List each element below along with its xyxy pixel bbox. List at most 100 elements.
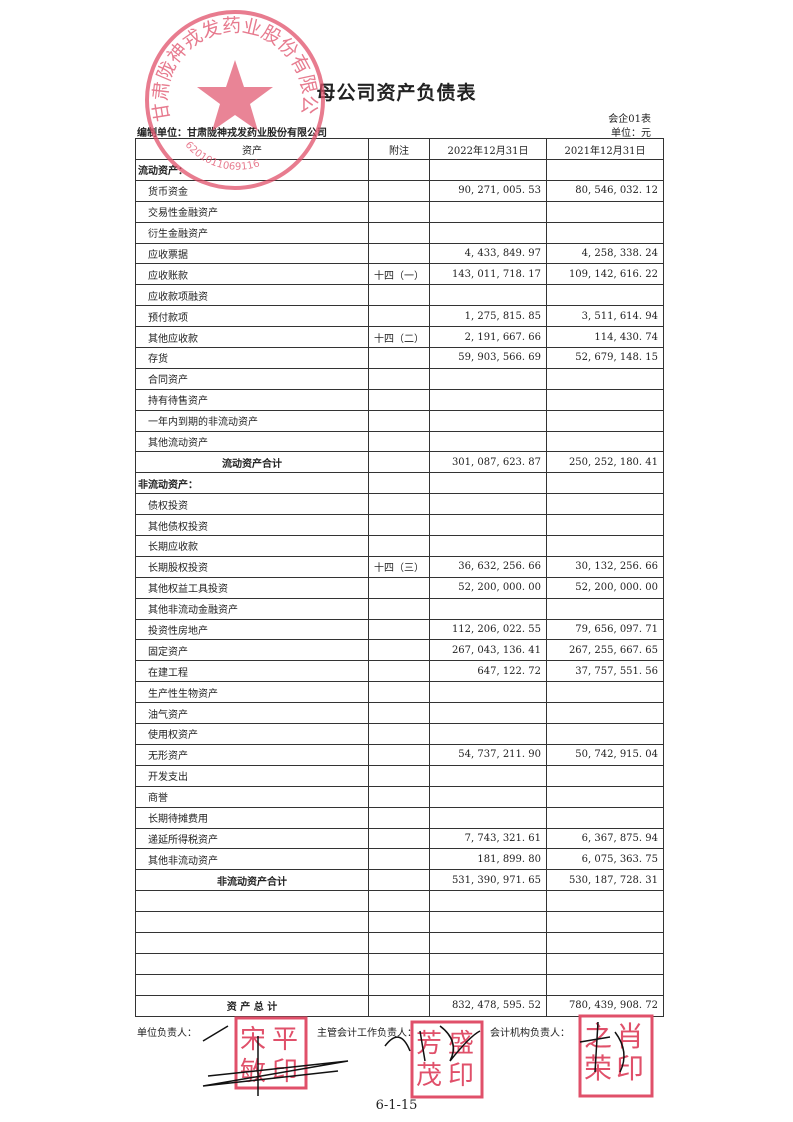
seal-character: 宋 bbox=[240, 1025, 266, 1055]
row-value-2021 bbox=[546, 284, 664, 307]
row-value-2022 bbox=[429, 702, 547, 725]
row-item: 长期待摊费用 bbox=[135, 806, 369, 829]
row-value-2022 bbox=[429, 535, 547, 557]
chief-accountant-label: 主管会计工作负责人： bbox=[317, 1028, 417, 1039]
row-value-2022: 7, 743, 321. 61 bbox=[429, 827, 547, 850]
row-value-2022 bbox=[429, 367, 547, 390]
row-value-2021 bbox=[546, 806, 664, 829]
row-item: 在建工程 bbox=[135, 660, 369, 683]
header-2022: 2022年12月31日 bbox=[429, 138, 547, 160]
row-item: 其他债权投资 bbox=[135, 514, 369, 537]
row-note bbox=[368, 639, 430, 662]
row-value-2021: 52, 200, 000. 00 bbox=[546, 576, 664, 599]
row-item bbox=[135, 973, 369, 996]
row-note bbox=[368, 242, 430, 265]
row-item: 资 产 总 计 bbox=[135, 994, 369, 1017]
row-value-2021 bbox=[546, 764, 664, 787]
row-item: 其他权益工具投资 bbox=[135, 576, 369, 599]
row-note: 十四（三） bbox=[368, 555, 430, 578]
table-row: 预付款项 1, 275, 815. 85 3, 511, 614. 94 bbox=[135, 305, 664, 328]
row-note bbox=[368, 723, 430, 745]
row-value-2022 bbox=[429, 409, 547, 432]
accounting-head-label: 会计机构负责人： bbox=[490, 1028, 570, 1039]
table-row: 其他非流动金融资产 bbox=[135, 597, 664, 620]
table-row: 其他应收款 十四（二） 2, 191, 667. 66 114, 430. 74 bbox=[135, 326, 664, 349]
table-row bbox=[135, 931, 664, 954]
table-row: 交易性金融资产 bbox=[135, 200, 664, 223]
table-row bbox=[135, 911, 664, 933]
row-value-2022: 2, 191, 667. 66 bbox=[429, 326, 547, 349]
row-item: 其他流动资产 bbox=[135, 430, 369, 453]
row-note bbox=[368, 931, 430, 954]
row-item: 递延所得税资产 bbox=[135, 827, 369, 850]
row-note bbox=[368, 472, 430, 495]
row-value-2022 bbox=[429, 472, 547, 495]
row-value-2022: 1, 275, 815. 85 bbox=[429, 305, 547, 328]
unit-head-label: 单位负责人： bbox=[137, 1028, 197, 1039]
row-item: 预付款项 bbox=[135, 305, 369, 328]
row-note: 十四（一） bbox=[368, 263, 430, 286]
row-item: 流动资产合计 bbox=[135, 451, 369, 474]
table-row: 在建工程 647, 122. 72 37, 757, 551. 56 bbox=[135, 660, 664, 683]
table-row: 长期股权投资 十四（三） 36, 632, 256. 66 30, 132, 256.… bbox=[135, 555, 664, 578]
row-item: 生产性生物资产 bbox=[135, 681, 369, 704]
row-value-2021: 530, 187, 728. 31 bbox=[546, 869, 664, 892]
row-value-2022 bbox=[429, 723, 547, 745]
row-value-2022: 36, 632, 256. 66 bbox=[429, 555, 547, 578]
row-value-2022: 267, 043, 136. 41 bbox=[429, 639, 547, 662]
row-note bbox=[368, 576, 430, 599]
row-value-2022 bbox=[429, 764, 547, 787]
table-row: 应收款项融资 bbox=[135, 284, 664, 307]
row-value-2022 bbox=[429, 952, 547, 975]
row-value-2022 bbox=[429, 514, 547, 537]
seal-character: 印 bbox=[616, 1052, 644, 1085]
row-note bbox=[368, 284, 430, 307]
row-note bbox=[368, 764, 430, 787]
row-item: 油气资产 bbox=[135, 702, 369, 725]
row-note bbox=[368, 451, 430, 474]
table-row: 开发支出 bbox=[135, 764, 664, 787]
row-item: 投资性房地产 bbox=[135, 618, 369, 641]
row-note bbox=[368, 388, 430, 411]
row-note bbox=[368, 430, 430, 453]
row-value-2022: 301, 087, 623. 87 bbox=[429, 451, 547, 474]
row-note bbox=[368, 827, 430, 850]
row-value-2022: 90, 271, 005. 53 bbox=[429, 179, 547, 202]
table-row: 非流动资产合计 531, 390, 971. 65 530, 187, 728. 3… bbox=[135, 869, 664, 892]
row-note bbox=[368, 221, 430, 244]
table-row: 存货 59, 903, 566. 69 52, 679, 148. 15 bbox=[135, 347, 664, 369]
row-value-2022 bbox=[429, 200, 547, 223]
row-value-2021 bbox=[546, 702, 664, 725]
row-note bbox=[368, 159, 430, 181]
row-value-2021: 52, 679, 148. 15 bbox=[546, 347, 664, 369]
table-row: 一年内到期的非流动资产 bbox=[135, 409, 664, 432]
table-row: 无形资产 54, 737, 211. 90 50, 742, 915. 04 bbox=[135, 743, 664, 766]
row-note bbox=[368, 200, 430, 223]
row-value-2022 bbox=[429, 159, 547, 181]
row-item: 长期应收款 bbox=[135, 535, 369, 557]
seal-character: 平 bbox=[272, 1025, 298, 1055]
row-note bbox=[368, 514, 430, 537]
form-number: 会企01表 bbox=[608, 114, 651, 125]
row-item: 开发支出 bbox=[135, 764, 369, 787]
table-row: 资 产 总 计 832, 478, 595. 52 780, 439, 908. 7… bbox=[135, 994, 664, 1017]
row-value-2021 bbox=[546, 681, 664, 704]
row-item: 应收账款 bbox=[135, 263, 369, 286]
row-value-2021 bbox=[546, 472, 664, 495]
table-row: 固定资产 267, 043, 136. 41 267, 255, 667. 65 bbox=[135, 639, 664, 662]
row-value-2022: 647, 122. 72 bbox=[429, 660, 547, 683]
row-note bbox=[368, 535, 430, 557]
balance-sheet-table: 资产 附注 2022年12月31日 2021年12月31日 流动资产： 货币资金 9… bbox=[135, 138, 664, 1017]
row-value-2021: 6, 075, 363. 75 bbox=[546, 848, 664, 871]
seal-character: 茂 bbox=[416, 1061, 442, 1091]
row-value-2021: 250, 252, 180. 41 bbox=[546, 451, 664, 474]
row-note bbox=[368, 409, 430, 432]
row-note bbox=[368, 869, 430, 892]
page-number: 6-1-15 bbox=[375, 1098, 418, 1113]
table-header: 资产 附注 2022年12月31日 2021年12月31日 bbox=[135, 138, 664, 160]
row-value-2021: 30, 132, 256. 66 bbox=[546, 555, 664, 578]
row-note bbox=[368, 743, 430, 766]
table-row: 衍生金融资产 bbox=[135, 221, 664, 244]
